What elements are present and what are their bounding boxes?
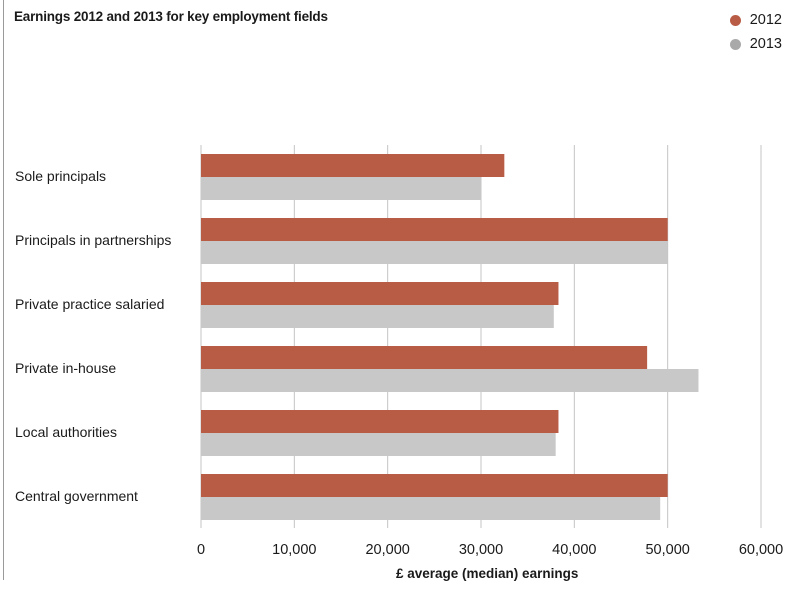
- category-label-local-authorities: Local authorities: [15, 424, 117, 440]
- category-label-private-practice-salaried: Private practice salaried: [15, 296, 165, 312]
- bar-2012-sole-principals: [201, 154, 505, 177]
- legend-item-2012: 2012: [729, 8, 782, 32]
- x-axis-label: £ average (median) earnings: [396, 566, 579, 581]
- x-tick-label-3: 30,000: [459, 542, 503, 558]
- bar-2012-private-practice-salaried: [201, 282, 559, 305]
- legend-swatch-2012: [729, 14, 741, 26]
- bar-2013-sole-principals: [201, 177, 481, 200]
- legend-label-2012: 2012: [749, 12, 782, 28]
- bar-2013-private-practice-salaried: [201, 305, 554, 328]
- chart-title: Earnings 2012 and 2013 for key employmen…: [14, 9, 328, 24]
- bar-2013-principals-in-partnerships: [201, 241, 668, 264]
- bar-2012-private-in-house: [201, 346, 648, 369]
- x-tick-label-1: 10,000: [272, 542, 316, 558]
- legend: 2012 2013: [729, 8, 782, 56]
- legend-swatch-2013: [729, 38, 741, 50]
- x-tick-label-4: 40,000: [552, 542, 596, 558]
- category-label-sole-principals: Sole principals: [15, 168, 107, 184]
- bar-2013-local-authorities: [201, 433, 556, 456]
- x-tick-label-5: 50,000: [645, 542, 689, 558]
- x-tick-label-0: 0: [197, 542, 205, 558]
- x-tick-label-2: 20,000: [365, 542, 409, 558]
- category-label-central-government: Central government: [15, 488, 138, 504]
- bar-2012-principals-in-partnerships: [201, 218, 668, 241]
- category-label-principals-in-partnerships: Principals in partnerships: [15, 232, 172, 248]
- legend-label-2013: 2013: [749, 36, 782, 52]
- bar-2012-local-authorities: [201, 410, 559, 433]
- legend-item-2013: 2013: [729, 32, 782, 56]
- left-rule: [3, 0, 4, 580]
- bar-2013-private-in-house: [201, 369, 699, 392]
- bar-2013-central-government: [201, 497, 661, 520]
- bar-2012-central-government: [201, 474, 668, 497]
- x-tick-label-6: 60,000: [739, 542, 783, 558]
- category-label-private-in-house: Private in-house: [15, 360, 117, 376]
